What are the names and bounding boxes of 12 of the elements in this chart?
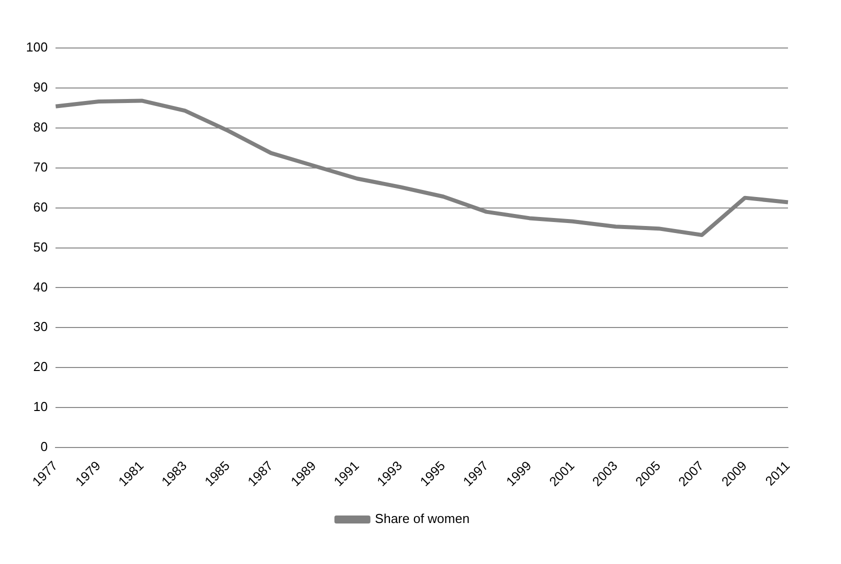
y-tick-label: 0 (40, 439, 48, 454)
y-tick-label: 60 (33, 199, 48, 214)
y-tick-label: 40 (33, 279, 48, 294)
y-tick-label: 100 (26, 40, 48, 55)
y-tick-label: 50 (33, 239, 48, 254)
y-tick-label: 70 (33, 159, 48, 174)
y-tick-label: 30 (33, 319, 48, 334)
y-tick-label: 90 (33, 80, 48, 95)
y-tick-label: 10 (33, 399, 48, 414)
y-tick-label: 20 (33, 359, 48, 374)
legend-label: Share of women (374, 511, 470, 526)
y-tick-label: 80 (33, 119, 48, 134)
